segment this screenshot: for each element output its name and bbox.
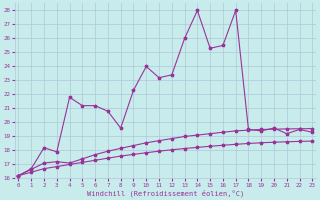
X-axis label: Windchill (Refroidissement éolien,°C): Windchill (Refroidissement éolien,°C) (87, 189, 244, 197)
